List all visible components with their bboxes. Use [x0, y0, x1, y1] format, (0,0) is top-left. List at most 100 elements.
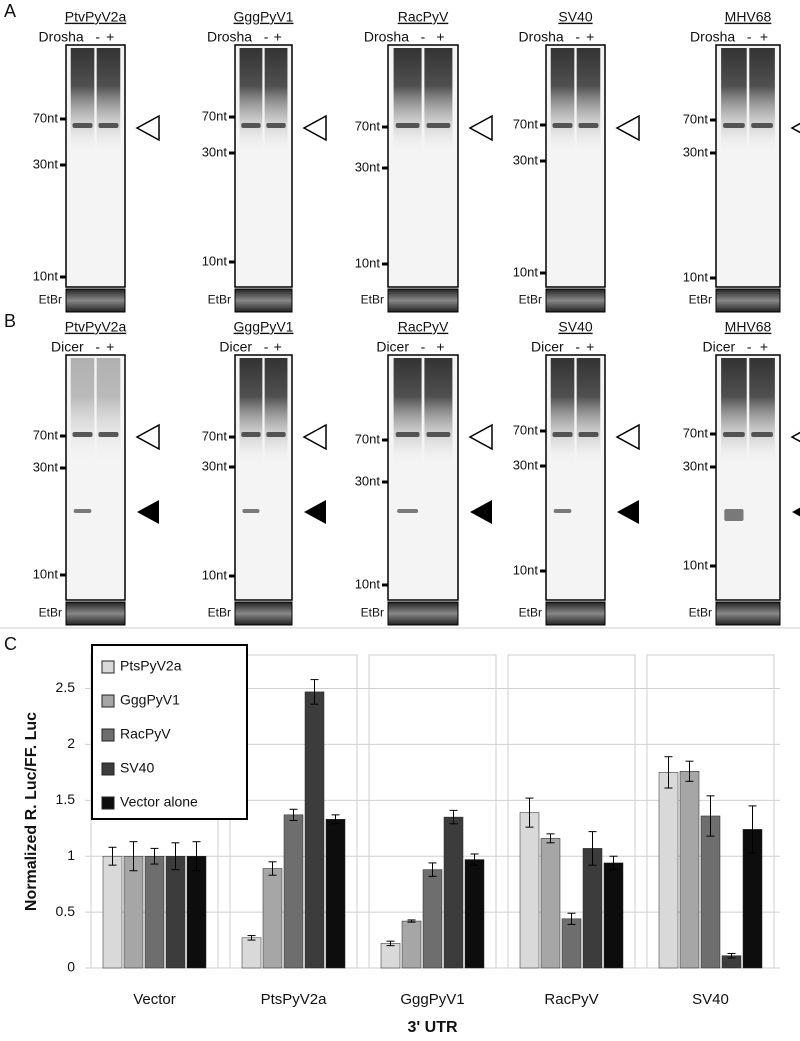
smear [393, 358, 422, 469]
panel-label: C [4, 634, 17, 654]
loading-label: EtBr [361, 293, 384, 307]
marker-label: 70nt [683, 425, 709, 440]
etbr-strip [387, 601, 459, 626]
error-bar [386, 940, 395, 947]
band [552, 123, 573, 128]
error-bar [129, 841, 138, 872]
error-bar [609, 855, 618, 871]
band [266, 432, 286, 437]
bar [144, 855, 165, 969]
smear [721, 358, 747, 469]
etbr-strip [715, 601, 781, 626]
etbr-strip [234, 601, 293, 626]
minus-label: - [95, 339, 100, 355]
blot-name: GggPyV1 [234, 9, 294, 25]
blot-name: PtvPyV2a [65, 9, 127, 25]
minus-label: - [747, 29, 752, 45]
smear [721, 48, 747, 157]
smear [550, 48, 575, 157]
bar [582, 848, 603, 969]
marker-label: 10nt [355, 576, 381, 591]
marker-label: 10nt [683, 269, 709, 284]
open-arrow [615, 114, 640, 142]
bar [241, 937, 262, 969]
legend-label: GggPyV1 [120, 692, 180, 708]
smear [749, 48, 775, 157]
band [723, 123, 745, 128]
error-bar [407, 919, 416, 923]
minus-label: - [264, 339, 269, 355]
band [72, 432, 93, 437]
marker-label: 30nt [355, 473, 381, 488]
minus-label: - [264, 29, 269, 45]
legend-label: PtsPyV2a [120, 658, 182, 674]
marker-label: 10nt [202, 567, 228, 582]
minus-label: - [575, 29, 580, 45]
legend-swatch [101, 762, 115, 776]
bar [519, 812, 540, 969]
enzyme-label: Dicer [219, 339, 252, 355]
error-bar [748, 805, 757, 854]
legend-label: RacPyV [120, 726, 171, 742]
error-bar [150, 847, 159, 865]
plus-label: + [586, 29, 594, 45]
etbr-strip [715, 288, 781, 313]
x-tick-label: PtsPyV2a [261, 991, 328, 1008]
etbr-strip [234, 288, 293, 313]
legend-box [91, 644, 248, 820]
error-bar [470, 853, 479, 866]
open-arrow [135, 114, 160, 142]
legend-label: SV40 [120, 760, 154, 776]
band [723, 432, 745, 437]
band [72, 123, 93, 128]
y-tick-label: 0 [67, 959, 75, 975]
filled-arrow [470, 500, 492, 524]
plus-label: + [586, 339, 594, 355]
open-arrow [135, 423, 160, 451]
bar [380, 943, 401, 969]
plus-label: + [106, 29, 114, 45]
marker-label: 70nt [202, 428, 228, 443]
error-bar [727, 952, 736, 959]
error-bar [247, 935, 256, 941]
marker-label: 10nt [202, 253, 228, 268]
filled-arrow [304, 500, 326, 524]
filled-arrow [137, 500, 159, 524]
marker-label: 10nt [683, 557, 709, 572]
open-arrow [468, 114, 493, 142]
smear [96, 358, 121, 469]
band [397, 509, 419, 513]
band [241, 123, 261, 128]
marker-label: 70nt [513, 116, 539, 131]
open-arrow [790, 431, 800, 443]
bar [422, 869, 443, 969]
marker-label: 70nt [33, 427, 59, 442]
error-bar [310, 679, 319, 705]
blot-name: MHV68 [725, 319, 772, 335]
band [242, 509, 260, 513]
loading-label: EtBr [39, 293, 62, 307]
error-bar [546, 833, 555, 844]
band [98, 123, 119, 128]
open-arrow [615, 423, 640, 451]
x-tick-label: Vector [133, 991, 176, 1008]
enzyme-label: Drosha [690, 29, 735, 45]
smear [264, 48, 288, 157]
error-bar [706, 795, 715, 837]
plus-label: + [106, 339, 114, 355]
filled-arrow [617, 500, 639, 524]
loading-label: EtBr [361, 606, 384, 620]
bar [325, 819, 346, 969]
marker-label: 30nt [202, 458, 228, 473]
x-tick-label: GggPyV1 [400, 991, 464, 1008]
bar [561, 918, 582, 969]
plus-label: + [274, 339, 282, 355]
error-bar [268, 861, 277, 876]
plus-label: + [436, 29, 444, 45]
plus-label: + [760, 29, 768, 45]
smear [424, 358, 453, 469]
bar [679, 771, 700, 969]
error-bar [567, 912, 576, 925]
marker-label: 10nt [355, 255, 381, 270]
